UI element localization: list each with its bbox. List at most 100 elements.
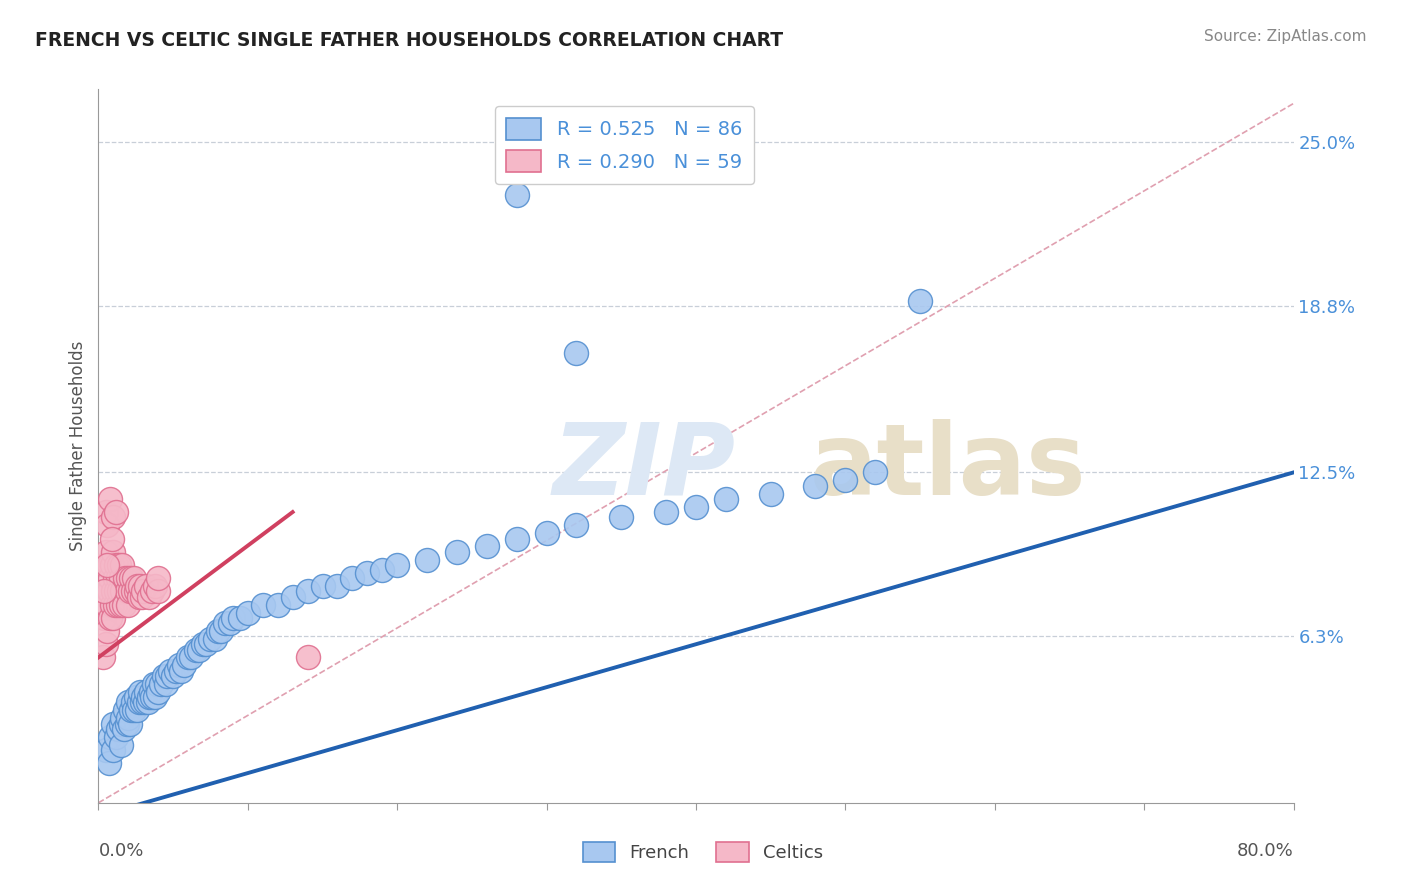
- Point: [143, 579, 166, 593]
- Point: [311, 579, 333, 593]
- Point: [110, 716, 132, 731]
- Point: [96, 598, 118, 612]
- Point: [141, 690, 163, 704]
- Point: [117, 571, 139, 585]
- Point: [138, 690, 160, 704]
- Point: [105, 505, 128, 519]
- Point: [98, 730, 122, 744]
- Text: Source: ZipAtlas.com: Source: ZipAtlas.com: [1204, 29, 1367, 44]
- Point: [207, 624, 229, 638]
- Point: [104, 571, 127, 585]
- Point: [150, 677, 173, 691]
- Point: [281, 590, 304, 604]
- Point: [165, 664, 187, 678]
- Point: [167, 658, 190, 673]
- Point: [214, 616, 236, 631]
- Point: [297, 584, 319, 599]
- Point: [131, 695, 153, 709]
- Point: [153, 669, 176, 683]
- Point: [908, 293, 931, 308]
- Point: [98, 571, 122, 585]
- Point: [326, 579, 349, 593]
- Point: [804, 478, 827, 492]
- Point: [101, 558, 124, 572]
- Point: [191, 637, 214, 651]
- Point: [132, 584, 155, 599]
- Point: [385, 558, 409, 572]
- Point: [120, 703, 142, 717]
- Point: [159, 664, 181, 678]
- Point: [371, 563, 394, 577]
- Point: [110, 571, 132, 585]
- Text: 0.0%: 0.0%: [98, 842, 143, 861]
- Point: [103, 611, 125, 625]
- Point: [177, 650, 200, 665]
- Point: [267, 598, 290, 612]
- Point: [97, 558, 120, 572]
- Legend: R = 0.525   N = 86, R = 0.290   N = 59: R = 0.525 N = 86, R = 0.290 N = 59: [495, 106, 754, 184]
- Point: [105, 730, 128, 744]
- Point: [685, 500, 707, 514]
- Point: [114, 703, 136, 717]
- Point: [195, 637, 218, 651]
- Point: [200, 632, 222, 646]
- Point: [97, 756, 120, 771]
- Point: [180, 650, 202, 665]
- Point: [145, 677, 167, 691]
- Point: [108, 558, 131, 572]
- Point: [93, 558, 115, 572]
- Point: [101, 598, 124, 612]
- Point: [103, 716, 125, 731]
- Point: [93, 584, 115, 599]
- Point: [169, 664, 191, 678]
- Point: [127, 579, 149, 593]
- Point: [139, 685, 162, 699]
- Point: [107, 722, 129, 736]
- Point: [94, 743, 117, 757]
- Point: [148, 685, 170, 699]
- Point: [103, 545, 125, 559]
- Point: [115, 716, 138, 731]
- Point: [252, 598, 274, 612]
- Point: [104, 598, 127, 612]
- Point: [129, 685, 152, 699]
- Point: [103, 510, 125, 524]
- Point: [135, 579, 157, 593]
- Point: [120, 571, 142, 585]
- Point: [565, 346, 588, 360]
- Point: [297, 650, 319, 665]
- Point: [115, 584, 138, 599]
- Point: [506, 188, 529, 202]
- Point: [101, 532, 124, 546]
- Point: [98, 611, 122, 625]
- Point: [204, 632, 226, 646]
- Text: ZIP: ZIP: [553, 419, 735, 516]
- Point: [117, 695, 139, 709]
- Point: [475, 540, 498, 554]
- Point: [148, 571, 170, 585]
- Point: [155, 677, 177, 691]
- Point: [141, 584, 163, 599]
- Point: [655, 505, 678, 519]
- Point: [143, 690, 166, 704]
- Point: [222, 611, 245, 625]
- Point: [865, 466, 887, 480]
- Point: [134, 695, 156, 709]
- Point: [565, 518, 588, 533]
- Text: FRENCH VS CELTIC SINGLE FATHER HOUSEHOLDS CORRELATION CHART: FRENCH VS CELTIC SINGLE FATHER HOUSEHOLD…: [35, 31, 783, 50]
- Point: [184, 642, 207, 657]
- Point: [136, 695, 159, 709]
- Point: [536, 526, 558, 541]
- Text: atlas: atlas: [810, 419, 1085, 516]
- Point: [124, 571, 146, 585]
- Point: [98, 491, 122, 506]
- Point: [135, 685, 157, 699]
- Legend: French, Celtics: French, Celtics: [575, 834, 831, 870]
- Point: [236, 606, 259, 620]
- Point: [162, 669, 184, 683]
- Point: [131, 590, 153, 604]
- Point: [112, 598, 135, 612]
- Point: [173, 658, 195, 673]
- Point: [446, 545, 468, 559]
- Point: [229, 611, 252, 625]
